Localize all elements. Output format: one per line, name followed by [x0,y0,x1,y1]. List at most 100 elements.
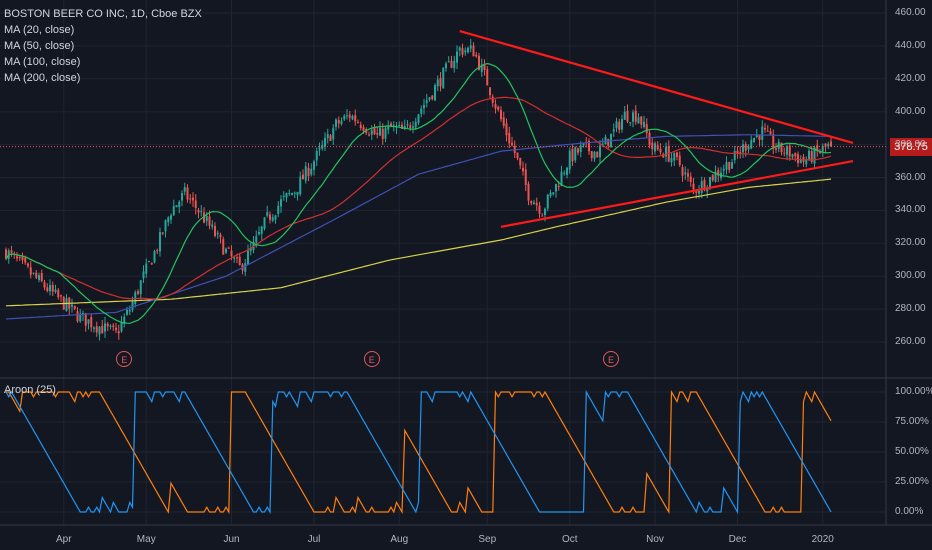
candle [60,295,62,297]
candle [423,104,425,109]
candle [791,154,794,158]
candle [304,166,307,181]
candle [588,140,590,152]
candle [106,323,109,327]
aroon-up-line [5,389,832,515]
candle [544,208,546,215]
candle [148,261,150,263]
candle [824,143,827,147]
candle [830,141,832,147]
candle [159,232,161,252]
candle [651,142,654,150]
candle [590,151,593,159]
candle [310,168,313,175]
candle [329,135,332,141]
y-tick-label: 260.00 [895,336,926,347]
candle [692,183,695,190]
candle [447,61,450,63]
aroon-y-tick-label: 100.00% [895,386,932,397]
earnings-marker[interactable]: E [603,351,619,367]
candle [390,123,392,127]
candle [40,272,43,282]
candle [24,258,27,263]
candle [87,319,90,324]
candle [632,112,634,122]
candle [500,110,502,120]
candle [442,68,445,89]
candle [335,119,337,127]
ma200-line [5,178,832,307]
candle [117,331,120,334]
candle [10,250,13,253]
candle [703,180,706,191]
candle [491,96,494,103]
candle [93,327,95,329]
candle [403,126,406,129]
candle [783,152,786,154]
candle [387,125,390,130]
candle [178,201,181,208]
candle [478,55,480,70]
candle [291,193,293,195]
candle [274,215,277,220]
candle [255,236,258,243]
candle [412,126,414,128]
candle [200,211,203,213]
candle [612,129,615,132]
candle [79,313,82,322]
aroon-y-tick-label: 0.00% [895,506,924,517]
candle [260,226,263,234]
candle [799,158,802,164]
candle [464,50,467,53]
earnings-marker[interactable]: E [363,351,380,367]
candle [170,215,172,220]
y-tick-label: 280.00 [895,303,926,315]
candle [568,150,571,170]
candle [409,125,412,129]
candle [571,148,574,162]
candle [698,190,700,194]
candle [753,137,755,142]
candle [51,284,54,292]
trendlines [459,30,854,228]
candle [197,210,200,213]
candle [150,262,153,265]
candle [244,263,247,272]
candle [560,171,563,186]
candle [546,194,549,209]
aroon-label: Aroon (25) [4,384,56,396]
candle [288,193,291,195]
candle [222,239,225,255]
candle [769,131,772,135]
candle [428,97,431,100]
candle [761,126,764,140]
candle [797,154,799,164]
candle [21,256,24,261]
candle [648,132,651,145]
candle [43,282,46,288]
candle [557,185,560,187]
candle [123,316,126,324]
candle [505,123,508,136]
earnings-marker[interactable]: E [116,351,133,367]
x-tick-label: Jun [223,534,240,545]
candle [744,144,747,151]
candle [736,150,739,154]
last-price-tag: 378.75 [890,138,932,156]
candle [623,111,626,120]
candle [684,172,687,175]
candle [475,54,478,57]
y-tick-label: 440.00 [895,39,926,51]
ma20-label: MA (20, close) [4,24,75,36]
candle [731,162,733,169]
aroon-y-tick-label: 75.00% [895,416,929,427]
candle [445,63,447,69]
trendline [500,159,854,228]
candle [208,216,211,226]
candle [733,150,736,161]
candle [381,128,384,139]
candle [346,115,348,117]
candle [676,152,678,157]
candle [665,146,667,157]
candle [282,195,285,197]
